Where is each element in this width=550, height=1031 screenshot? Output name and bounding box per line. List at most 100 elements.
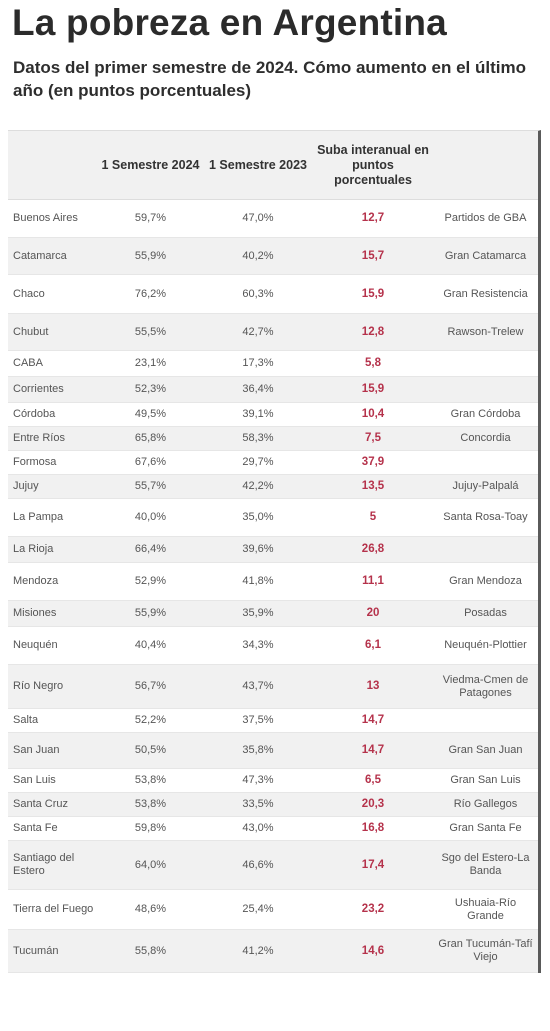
semester-2024-cell: 52,9% — [98, 562, 203, 601]
city-cell — [433, 536, 538, 563]
semester-2024-cell: 55,8% — [98, 929, 203, 973]
province-cell: Corrientes — [8, 376, 98, 403]
semester-2023-cell: 40,2% — [203, 237, 313, 275]
table-row: Mendoza 52,9% 41,8% 11,1 Gran Mendoza — [8, 562, 538, 601]
city-cell: Rawson-Trelew — [433, 313, 538, 351]
yearly-rise-cell: 20,3 — [313, 792, 433, 817]
table-row: Río Negro 56,7% 43,7% 13 Viedma-Cmen de Pata… — [8, 664, 538, 709]
province-cell: La Pampa — [8, 498, 98, 537]
table-row: Santiago del Estero 64,0% 46,6% 17,4 Sgo del… — [8, 840, 538, 890]
province-cell: Buenos Aires — [8, 199, 98, 238]
table-body: Buenos Aires 59,7% 47,0% 12,7 Partidos de GB… — [8, 199, 538, 973]
semester-2024-cell: 52,2% — [98, 708, 203, 733]
semester-2023-cell: 42,2% — [203, 474, 313, 499]
semester-2023-cell: 35,9% — [203, 600, 313, 627]
semester-2023-cell: 47,3% — [203, 768, 313, 793]
semester-2023-cell: 41,8% — [203, 562, 313, 601]
city-cell: Río Gallegos — [433, 792, 538, 817]
semester-2023-cell: 35,8% — [203, 732, 313, 769]
table-row: La Rioja 66,4% 39,6% 26,8 — [8, 536, 538, 563]
city-cell: Santa Rosa-Toay — [433, 498, 538, 537]
yearly-rise-cell: 13 — [313, 664, 433, 709]
semester-2024-cell: 76,2% — [98, 274, 203, 314]
semester-2023-cell: 58,3% — [203, 426, 313, 451]
table-row: Chaco 76,2% 60,3% 15,9 Gran Resistencia — [8, 274, 538, 314]
yearly-rise-cell: 14,7 — [313, 732, 433, 769]
table-row: Corrientes 52,3% 36,4% 15,9 — [8, 376, 538, 403]
city-cell: Gran Catamarca — [433, 237, 538, 275]
city-cell: Viedma-Cmen de Patagones — [433, 664, 538, 709]
table-row: Santa Cruz 53,8% 33,5% 20,3 Río Gallegos — [8, 792, 538, 817]
semester-2023-cell: 36,4% — [203, 376, 313, 403]
city-cell: Jujuy-Palpalá — [433, 474, 538, 499]
header-city — [433, 131, 538, 200]
yearly-rise-cell: 6,5 — [313, 768, 433, 793]
table-row: La Pampa 40,0% 35,0% 5 Santa Rosa-Toay — [8, 498, 538, 537]
semester-2024-cell: 65,8% — [98, 426, 203, 451]
province-cell: Tucumán — [8, 929, 98, 973]
semester-2024-cell: 56,7% — [98, 664, 203, 709]
province-cell: San Luis — [8, 768, 98, 793]
semester-2024-cell: 50,5% — [98, 732, 203, 769]
province-cell: Chaco — [8, 274, 98, 314]
city-cell: Gran Resistencia — [433, 274, 538, 314]
semester-2023-cell: 46,6% — [203, 840, 313, 890]
city-cell — [433, 376, 538, 403]
semester-2024-cell: 40,4% — [98, 626, 203, 665]
province-cell: Santa Cruz — [8, 792, 98, 817]
semester-2023-cell: 43,0% — [203, 816, 313, 841]
city-cell: Gran Mendoza — [433, 562, 538, 601]
semester-2024-cell: 53,8% — [98, 792, 203, 817]
table-row: Córdoba 49,5% 39,1% 10,4 Gran Córdoba — [8, 402, 538, 427]
semester-2024-cell: 67,6% — [98, 450, 203, 475]
table-row: Catamarca 55,9% 40,2% 15,7 Gran Catamarca — [8, 237, 538, 275]
city-cell: Concordia — [433, 426, 538, 451]
semester-2024-cell: 40,0% — [98, 498, 203, 537]
province-cell: Santa Fe — [8, 816, 98, 841]
semester-2023-cell: 43,7% — [203, 664, 313, 709]
city-cell: Posadas — [433, 600, 538, 627]
semester-2023-cell: 34,3% — [203, 626, 313, 665]
semester-2023-cell: 42,7% — [203, 313, 313, 351]
yearly-rise-cell: 7,5 — [313, 426, 433, 451]
yearly-rise-cell: 16,8 — [313, 816, 433, 841]
table-row: San Luis 53,8% 47,3% 6,5 Gran San Luis — [8, 768, 538, 793]
semester-2023-cell: 25,4% — [203, 889, 313, 930]
yearly-rise-cell: 5,8 — [313, 350, 433, 377]
semester-2024-cell: 55,9% — [98, 237, 203, 275]
semester-2024-cell: 64,0% — [98, 840, 203, 890]
table-row: CABA 23,1% 17,3% 5,8 — [8, 350, 538, 377]
yearly-rise-cell: 12,8 — [313, 313, 433, 351]
header-semester-2024: 1 Semestre 2024 — [98, 131, 203, 200]
province-cell: Formosa — [8, 450, 98, 475]
semester-2023-cell: 41,2% — [203, 929, 313, 973]
semester-2024-cell: 59,7% — [98, 199, 203, 238]
city-cell: Gran San Juan — [433, 732, 538, 769]
city-cell: Partidos de GBA — [433, 199, 538, 238]
semester-2024-cell: 53,8% — [98, 768, 203, 793]
yearly-rise-cell: 13,5 — [313, 474, 433, 499]
city-cell: Neuquén-Plottier — [433, 626, 538, 665]
table-row: Neuquén 40,4% 34,3% 6,1 Neuquén-Plottier — [8, 626, 538, 665]
city-cell: Ushuaia-Río Grande — [433, 889, 538, 930]
province-cell: Chubut — [8, 313, 98, 351]
table-row: Jujuy 55,7% 42,2% 13,5 Jujuy-Palpalá — [8, 474, 538, 499]
city-cell: Gran Tucumán-Tafí Viejo — [433, 929, 538, 973]
table-row: Chubut 55,5% 42,7% 12,8 Rawson-Trelew — [8, 313, 538, 351]
city-cell — [433, 450, 538, 475]
province-cell: CABA — [8, 350, 98, 377]
yearly-rise-cell: 11,1 — [313, 562, 433, 601]
semester-2024-cell: 49,5% — [98, 402, 203, 427]
semester-2023-cell: 33,5% — [203, 792, 313, 817]
yearly-rise-cell: 15,9 — [313, 274, 433, 314]
province-cell: Jujuy — [8, 474, 98, 499]
semester-2023-cell: 29,7% — [203, 450, 313, 475]
semester-2024-cell: 55,7% — [98, 474, 203, 499]
semester-2023-cell: 60,3% — [203, 274, 313, 314]
table-row: San Juan 50,5% 35,8% 14,7 Gran San Juan — [8, 732, 538, 769]
semester-2024-cell: 66,4% — [98, 536, 203, 563]
semester-2024-cell: 55,9% — [98, 600, 203, 627]
semester-2024-cell: 52,3% — [98, 376, 203, 403]
province-cell: Catamarca — [8, 237, 98, 275]
table-row: Tucumán 55,8% 41,2% 14,6 Gran Tucumán-Tafí V… — [8, 929, 538, 973]
